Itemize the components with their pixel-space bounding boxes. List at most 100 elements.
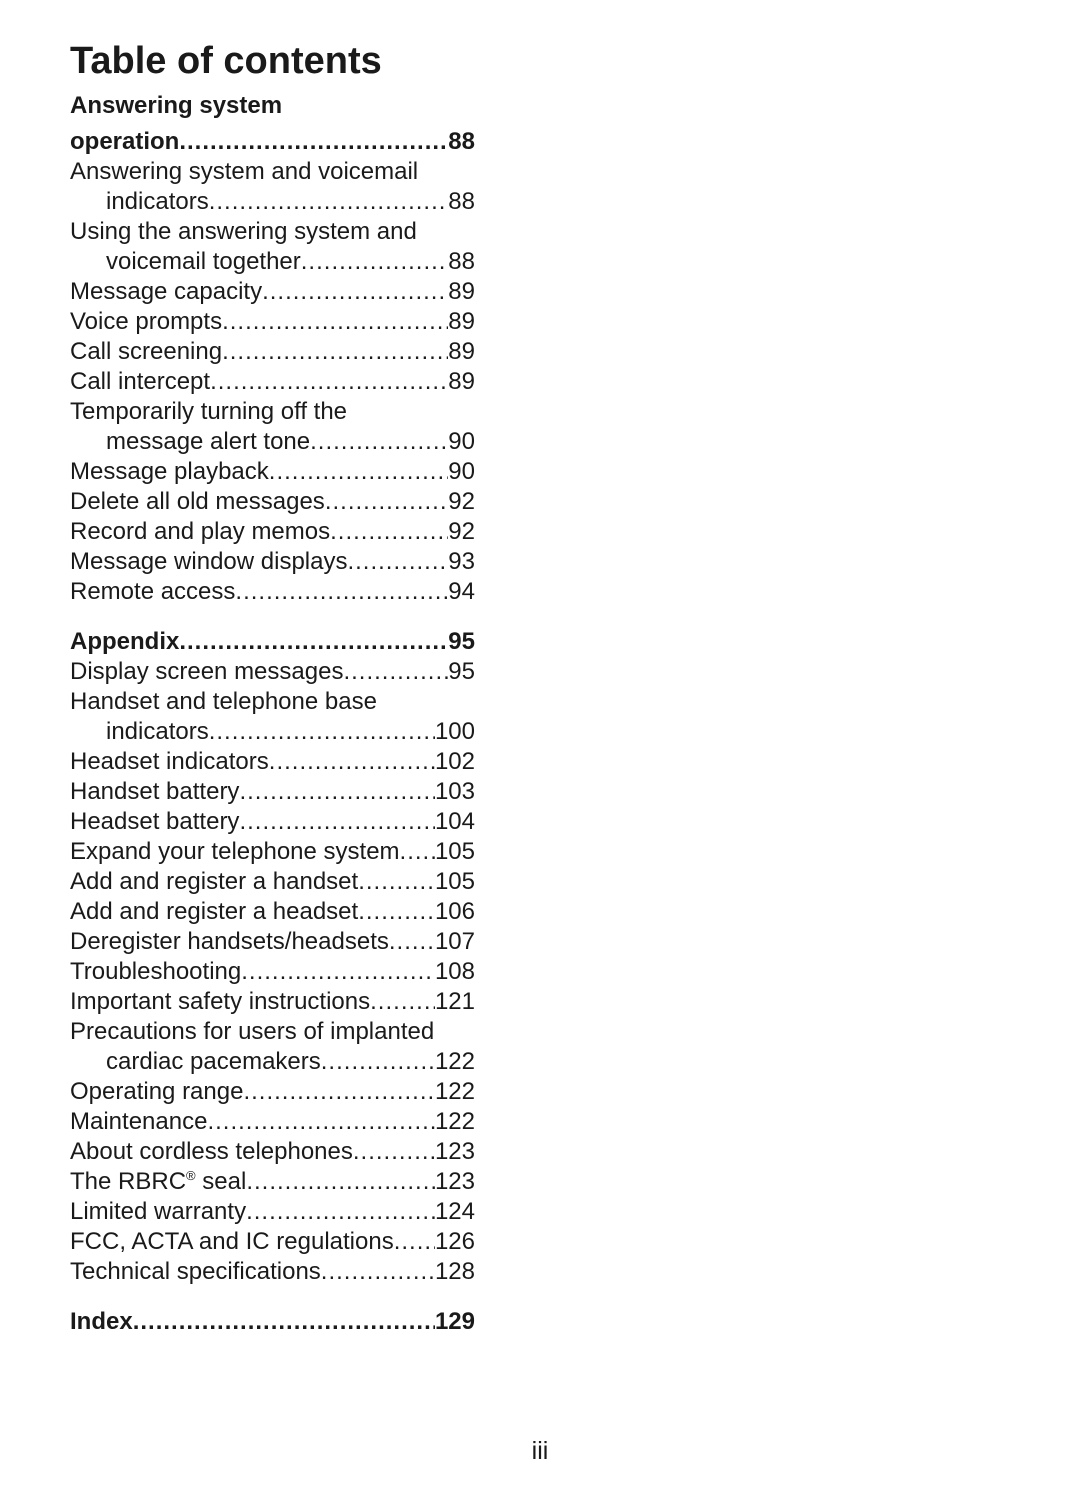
toc-entry: Call intercept89	[70, 367, 475, 397]
entry-label: Deregister handsets/headsets	[70, 927, 389, 957]
entry-label: Temporarily turning off the	[70, 397, 347, 427]
page-number: 123	[435, 1137, 475, 1167]
page-number: 89	[448, 367, 475, 397]
leader-dots	[133, 1307, 435, 1337]
toc-entry-continuation: cardiac pacemakers122	[70, 1047, 475, 1077]
section-header-label: Appendix	[70, 627, 179, 657]
toc-entry: About cordless telephones 123	[70, 1137, 475, 1167]
toc-entry: Answering system and voicemail	[70, 157, 475, 187]
toc-entry: Using the answering system and	[70, 217, 475, 247]
toc-entry: Handset and telephone base	[70, 687, 475, 717]
toc-entry: Display screen messages95	[70, 657, 475, 687]
page-number: 89	[448, 307, 475, 337]
leader-dots	[310, 427, 448, 457]
leader-dots	[358, 867, 435, 897]
toc-entry: Message capacity89	[70, 277, 475, 307]
page-number: 88	[448, 187, 475, 217]
toc-entry-continuation: indicators 88	[70, 187, 475, 217]
toc-entry: Limited warranty124	[70, 1197, 475, 1227]
toc-entry-continuation: indicators 100	[70, 717, 475, 747]
entry-label: Technical specifications	[70, 1257, 321, 1287]
toc-entry-continuation: message alert tone90	[70, 427, 475, 457]
leader-dots	[343, 657, 448, 687]
entry-label: indicators	[106, 717, 209, 747]
toc-entry: FCC, ACTA and IC regulations126	[70, 1227, 475, 1257]
page-number: 122	[435, 1077, 475, 1107]
leader-dots	[269, 457, 449, 487]
page-number: 100	[435, 717, 475, 747]
page-number: 92	[448, 517, 475, 547]
entry-label: Message playback	[70, 457, 269, 487]
entry-label: Headset battery	[70, 807, 239, 837]
page-number: 88	[448, 247, 475, 277]
leader-dots	[179, 627, 448, 657]
page-number: 122	[435, 1047, 475, 1077]
toc-entry: Technical specifications128	[70, 1257, 475, 1287]
page-number: 129	[435, 1307, 475, 1337]
entry-label: Handset battery	[70, 777, 239, 807]
section-header: Index129	[70, 1307, 475, 1337]
entry-label: Limited warranty	[70, 1197, 246, 1227]
toc-entry: Expand your telephone system105	[70, 837, 475, 867]
page-number: 95	[448, 657, 475, 687]
leader-dots	[321, 1257, 435, 1287]
page-number: 102	[435, 747, 475, 777]
page-number: 121	[435, 987, 475, 1017]
toc-entry: Troubleshooting108	[70, 957, 475, 987]
entry-label: Operating range	[70, 1077, 243, 1107]
toc-entry: Record and play memos 92	[70, 517, 475, 547]
entry-label: Voice prompts	[70, 307, 222, 337]
entry-label: Message capacity	[70, 277, 262, 307]
leader-dots	[389, 927, 435, 957]
leader-dots	[400, 837, 435, 867]
page-number: 107	[435, 927, 475, 957]
entry-label: indicators	[106, 187, 209, 217]
leader-dots	[301, 247, 449, 277]
page-number: 90	[448, 457, 475, 487]
leader-dots	[347, 547, 448, 577]
leader-dots	[222, 307, 448, 337]
page-number: 106	[435, 897, 475, 927]
toc-entry: The RBRC® seal123	[70, 1167, 475, 1197]
toc-column: Answering systemoperation88Answering sys…	[70, 91, 475, 1337]
entry-label: About cordless telephones	[70, 1137, 353, 1167]
leader-dots	[241, 957, 435, 987]
entry-label: Handset and telephone base	[70, 687, 377, 717]
page-number: 89	[448, 337, 475, 367]
leader-dots	[353, 1137, 435, 1167]
leader-dots	[179, 127, 448, 157]
leader-dots	[321, 1047, 435, 1077]
leader-dots	[207, 1107, 435, 1137]
entry-label: Record and play memos	[70, 517, 330, 547]
leader-dots	[239, 777, 435, 807]
leader-dots	[239, 807, 435, 837]
section-header-label: operation	[70, 127, 179, 157]
page-number: 108	[435, 957, 475, 987]
entry-label: voicemail together	[106, 247, 301, 277]
page-number: 88	[448, 127, 475, 157]
toc-entry: Precautions for users of implanted	[70, 1017, 475, 1047]
entry-label: Expand your telephone system	[70, 837, 400, 867]
page-number: 122	[435, 1107, 475, 1137]
section-header: Answering system	[70, 91, 475, 121]
page-number: 94	[448, 577, 475, 607]
entry-label: Remote access	[70, 577, 235, 607]
page-number: 92	[448, 487, 475, 517]
toc-entry: Important safety instructions121	[70, 987, 475, 1017]
toc-entry: Voice prompts 89	[70, 307, 475, 337]
toc-entry: Deregister handsets/headsets 107	[70, 927, 475, 957]
toc-entry: Remote access 94	[70, 577, 475, 607]
page-number: 126	[435, 1227, 475, 1257]
toc-entry: Delete all old messages92	[70, 487, 475, 517]
page-number: 95	[448, 627, 475, 657]
toc-entry: Add and register a handset105	[70, 867, 475, 897]
toc-entry: Headset battery104	[70, 807, 475, 837]
leader-dots	[243, 1077, 435, 1107]
toc-entry: Headset indicators102	[70, 747, 475, 777]
leader-dots	[222, 337, 448, 367]
toc-entry: Add and register a headset106	[70, 897, 475, 927]
leader-dots	[330, 517, 448, 547]
leader-dots	[269, 747, 435, 777]
leader-dots	[370, 987, 435, 1017]
toc-entry: Message window displays93	[70, 547, 475, 577]
